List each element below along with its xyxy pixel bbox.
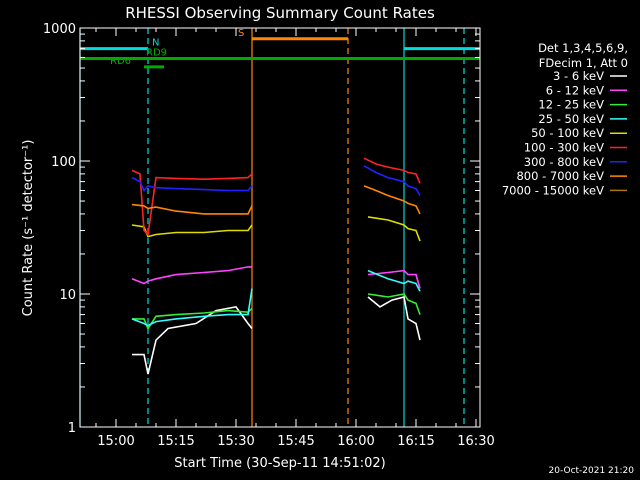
legend-entry-label: 7000 - 15000 keV bbox=[502, 183, 604, 197]
y-tick-label: 1000 bbox=[43, 22, 76, 37]
legend-header: Det 1,3,4,5,6,9, bbox=[538, 41, 628, 55]
series-line-0-1 bbox=[367, 296, 421, 341]
y-axis-label: Count Rate (s⁻¹ detector⁻¹) bbox=[21, 140, 36, 317]
x-tick-label: 16:15 bbox=[397, 434, 434, 449]
x-tick-label: 15:15 bbox=[157, 434, 194, 449]
series-line-3-1 bbox=[367, 269, 421, 292]
legend-entry-label: 50 - 100 keV bbox=[531, 126, 604, 140]
annotation-label-4: RD6 bbox=[110, 56, 131, 67]
timestamp: 20-Oct-2021 21:20 bbox=[548, 466, 634, 476]
x-tick-label: 16:00 bbox=[337, 434, 374, 449]
series-line-6-1 bbox=[363, 165, 421, 196]
chart-title: RHESSI Observing Summary Count Rates bbox=[125, 4, 435, 22]
x-tick-label: 16:30 bbox=[457, 434, 494, 449]
series-line-1-0 bbox=[131, 266, 252, 285]
series-line-2-1 bbox=[367, 293, 421, 315]
plot-area: N S RD9 RD6 bbox=[79, 28, 480, 427]
series-line-7-0 bbox=[131, 203, 253, 215]
series-line-3-0 bbox=[131, 288, 253, 327]
series-line-4-1 bbox=[367, 216, 421, 242]
x-tick-label: 15:30 bbox=[217, 434, 254, 449]
x-axis-label: Start Time (30-Sep-11 14:51:02) bbox=[174, 456, 385, 471]
legend-entry-label: 6 - 12 keV bbox=[546, 83, 604, 97]
series-line-1-1 bbox=[367, 269, 421, 289]
plot-frame bbox=[79, 27, 481, 428]
legend-entry-label: 100 - 300 keV bbox=[524, 141, 604, 155]
y-tick-label: 100 bbox=[51, 155, 76, 170]
legend-entry-label: 12 - 25 keV bbox=[538, 98, 604, 112]
legend-entry-label: 800 - 7000 keV bbox=[516, 169, 604, 183]
annotation-label-3: RD9 bbox=[146, 47, 167, 58]
legend: Det 1,3,4,5,6,9,FDecim 1, Att 03 - 6 keV… bbox=[502, 41, 628, 197]
legend-header: FDecim 1, Att 0 bbox=[539, 56, 628, 70]
y-tick-label: 10 bbox=[59, 288, 76, 303]
series-line-6-0 bbox=[131, 176, 253, 192]
legend-entry-label: 300 - 800 keV bbox=[524, 155, 604, 169]
annotation-label-0: N bbox=[152, 38, 159, 49]
y-tick-label: 1 bbox=[68, 421, 76, 436]
annotation-label-2: S bbox=[238, 28, 244, 39]
series-line-5-0 bbox=[131, 169, 253, 237]
series-line-2-0 bbox=[132, 307, 253, 331]
x-tick-label: 15:45 bbox=[277, 434, 314, 449]
axes: 15:00 15:15 15:30 15:45 16:00 16:15 16:30 1 10 10… bbox=[43, 22, 495, 449]
x-tick-label: 15:00 bbox=[97, 434, 134, 449]
series-line-7-1 bbox=[363, 185, 421, 215]
legend-entry-label: 3 - 6 keV bbox=[553, 69, 604, 83]
legend-entry-label: 25 - 50 keV bbox=[538, 112, 604, 126]
series-line-5-1 bbox=[363, 157, 421, 184]
series-line-4-0 bbox=[131, 224, 253, 238]
